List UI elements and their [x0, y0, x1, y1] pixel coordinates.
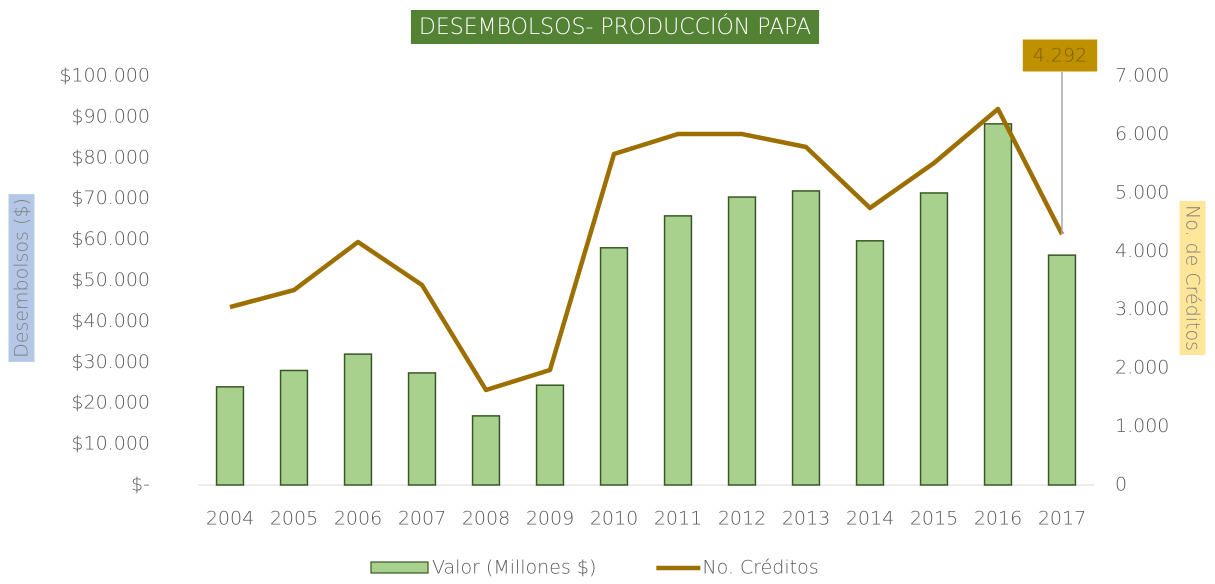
x-tick-label: 2010: [590, 508, 638, 530]
y-tick-label: $10.000: [71, 433, 150, 455]
data-label-group: 4.292: [1022, 39, 1098, 72]
y-tick-label: $20.000: [71, 392, 150, 414]
bar: [215, 386, 245, 486]
bar: [727, 196, 757, 486]
chart-title: DESEMBOLSOS- PRODUCCIÓN PAPA: [419, 14, 811, 40]
x-tick-label: 2009: [526, 508, 574, 530]
x-tick-label: 2006: [334, 508, 382, 530]
bar: [663, 215, 693, 486]
y-tick-label: $70.000: [71, 187, 150, 209]
data-label-bg: [1022, 39, 1098, 72]
bar: [791, 190, 821, 486]
x-tick-label: 2016: [974, 508, 1022, 530]
x-tick-label: 2011: [654, 508, 702, 530]
y2-tick-label: 6.000: [1115, 123, 1169, 145]
chart-title-bg: [410, 10, 820, 44]
y2-tick-label: 1.000: [1115, 415, 1169, 437]
bar: [919, 192, 949, 486]
y2-tick-label: 0: [1115, 474, 1127, 496]
y2-tick-label: 4.000: [1115, 240, 1169, 262]
y-tick-label: $30.000: [71, 351, 150, 373]
y2-tick-label: 5.000: [1115, 181, 1169, 203]
y-tick-label: $60.000: [71, 228, 150, 250]
y-axis-title-group: Desembolsos ($): [8, 194, 35, 362]
x-tick-label: 2007: [398, 508, 446, 530]
y-tick-label: $50.000: [71, 269, 150, 291]
data-label: 4.292: [1033, 45, 1087, 67]
y-tick-label: $40.000: [71, 310, 150, 332]
y2-axis-title-group: No. de Créditos: [1179, 200, 1206, 356]
legend-label: Valor (Millones $): [432, 557, 596, 579]
y-tick-label: $80.000: [71, 146, 150, 168]
y2-axis-title: No. de Créditos: [1182, 205, 1204, 351]
bar: [279, 369, 309, 486]
y-tick-label: $-: [131, 474, 150, 496]
y-axis-title-bg: [8, 194, 35, 362]
x-tick-label: 2013: [782, 508, 830, 530]
y2-tick-label: 7.000: [1115, 65, 1169, 87]
y2-tick-label: 3.000: [1115, 298, 1169, 320]
bar: [343, 353, 373, 486]
bar: [599, 247, 629, 486]
line: [229, 106, 1065, 393]
x-tick-label: 2015: [910, 508, 958, 530]
bar: [1047, 254, 1077, 486]
x-tick-label: 2004: [206, 508, 254, 530]
y-tick-label: $90.000: [71, 105, 150, 127]
bar: [855, 240, 885, 486]
bar: [471, 415, 501, 486]
chart-title-group: DESEMBOLSOS- PRODUCCIÓN PAPA: [410, 10, 820, 44]
x-tick-label: 2014: [846, 508, 894, 530]
x-tick-label: 2012: [718, 508, 766, 530]
bar: [983, 123, 1013, 486]
y2-tick-label: 2.000: [1115, 357, 1169, 379]
x-tick-label: 2005: [270, 508, 318, 530]
y2-axis-title-bg: [1179, 200, 1206, 356]
legend-label: No. Créditos: [702, 557, 818, 579]
x-tick-label: 2017: [1038, 508, 1086, 530]
x-tick-label: 2008: [462, 508, 510, 530]
legend-swatch: [370, 561, 429, 574]
y-axis-title: Desembolsos ($): [11, 198, 33, 358]
bar: [535, 384, 565, 486]
bar: [407, 372, 437, 486]
y-tick-label: $100.000: [59, 65, 150, 87]
